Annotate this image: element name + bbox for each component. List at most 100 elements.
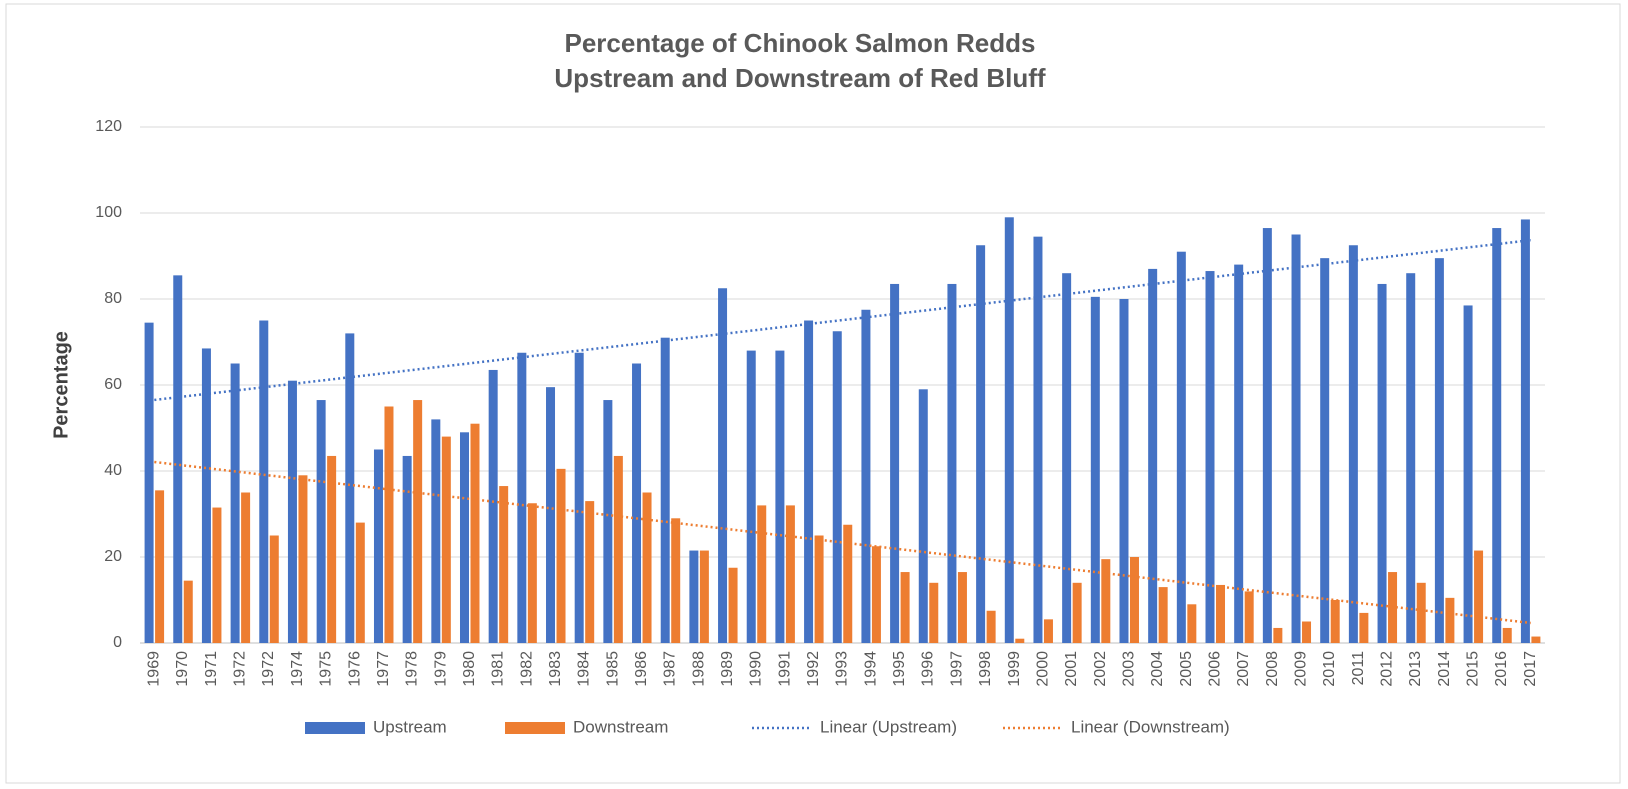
bar [1445,597,1455,643]
bar [757,505,767,643]
x-tick-label: 2013 [1407,651,1424,687]
bar [1101,559,1111,643]
y-tick-label: 0 [113,634,122,651]
x-tick-label: 2003 [1120,651,1137,687]
x-tick-label: 2008 [1264,651,1281,687]
bar [298,475,308,643]
chart-title: Upstream and Downstream of Red Bluff [554,63,1046,93]
x-tick-label: 1993 [834,651,851,687]
x-tick-label: 1979 [432,651,449,687]
bar [699,550,709,643]
x-tick-label: 1985 [604,651,621,687]
x-tick-label: 2016 [1493,651,1510,687]
x-tick-label: 1976 [346,651,363,687]
trendline [154,238,1531,402]
bar [1129,557,1139,643]
bar [689,550,699,643]
bar [459,432,469,643]
x-tick-label: 1998 [977,651,994,687]
x-tick-label: 1969 [146,651,163,687]
x-tick-label: 2004 [1149,651,1166,687]
y-axis-title: Percentage [50,331,72,439]
bar [431,419,441,643]
bar [585,501,595,643]
x-tick-label: 1970 [174,651,191,687]
bar [212,507,222,643]
bar [861,309,871,643]
x-tick-label: 1971 [203,651,220,687]
bar [1176,251,1186,643]
x-tick-label: 1996 [920,651,937,687]
y-tick-label: 60 [104,376,122,393]
x-tick-label: 1978 [404,651,421,687]
bar [947,283,957,643]
bar [1320,258,1330,643]
bar [1119,299,1129,643]
bar [1359,612,1369,643]
bar [1330,600,1340,643]
x-tick-label: 1995 [891,651,908,687]
bar [470,423,480,643]
bar [1291,234,1301,643]
bar [1234,264,1244,643]
bar [355,522,365,643]
bar [556,468,566,643]
bar [814,535,824,643]
bar [345,333,355,643]
bar [775,350,785,643]
x-tick-label: 2007 [1235,651,1252,687]
x-tick-label: 1981 [490,651,507,687]
x-tick-label: 1989 [719,651,736,687]
bar [1273,627,1283,643]
bar [402,455,412,643]
bar [728,567,738,643]
bar [1406,273,1416,643]
bar [746,350,756,643]
bar [890,283,900,643]
bar [144,322,154,643]
bar [1502,627,1512,643]
x-tick-label: 1983 [547,651,564,687]
bar [488,369,498,643]
x-tick-label: 2005 [1178,651,1195,687]
bar [287,380,297,643]
bar [1416,582,1426,643]
x-tick-label: 2000 [1034,651,1051,687]
x-tick-label: 1990 [748,651,765,687]
bar [1004,217,1014,644]
bar [1474,550,1484,643]
x-tick-label: 1974 [289,651,306,687]
bar [155,490,165,643]
bar [241,492,251,643]
bar [1463,305,1473,643]
bar [1531,636,1541,643]
bar [574,352,584,643]
x-tick-label: 1984 [576,651,593,687]
y-tick-label: 120 [95,118,122,135]
bar [413,400,423,643]
bar [660,337,670,643]
x-tick-label: 1977 [375,651,392,687]
bar [1244,591,1254,643]
bar [843,524,853,643]
x-tick-label: 2010 [1321,651,1338,687]
bar [499,486,509,643]
bar [1216,584,1226,643]
bar [1348,245,1358,643]
bar [929,582,939,643]
y-tick-label: 20 [104,548,122,565]
bar [718,288,728,643]
bar [259,320,269,643]
bar [957,572,967,643]
legend-label: Downstream [573,717,668,736]
bar [183,580,193,643]
trendline [154,460,1531,625]
x-tick-label: 2006 [1206,651,1223,687]
bar [1262,228,1272,644]
x-tick-label: 2015 [1465,651,1482,687]
bar [976,245,986,643]
legend-swatch [505,722,565,734]
bar [1090,296,1100,643]
bar [871,546,881,643]
y-tick-label: 100 [95,204,122,221]
